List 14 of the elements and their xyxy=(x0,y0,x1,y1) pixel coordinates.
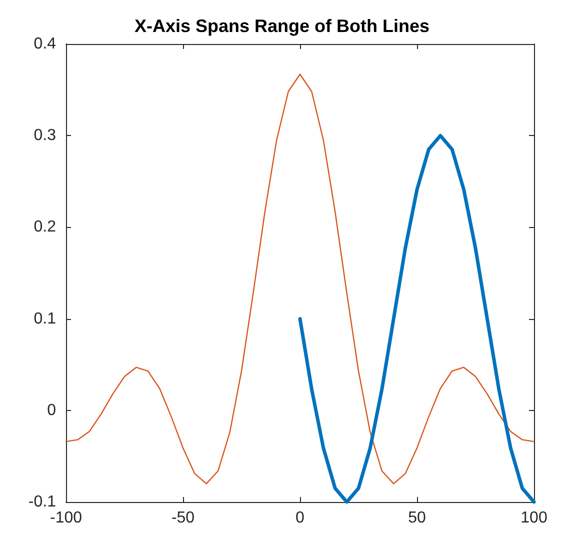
x-tick-label: 50 xyxy=(408,510,426,526)
y-tick-label: 0.4 xyxy=(34,36,56,52)
x-tick-label: -100 xyxy=(50,510,82,526)
y-tick-label: -0.1 xyxy=(28,494,56,510)
y-tick-label: 0.2 xyxy=(34,218,56,236)
y-tick-label: 0.3 xyxy=(34,127,56,144)
x-tick-label: 100 xyxy=(520,510,548,526)
y-tick-label: 0.1 xyxy=(34,310,56,328)
y-tick-label: 0 xyxy=(47,402,56,419)
x-tick-label: -50 xyxy=(171,510,195,526)
x-tick-label: 0 xyxy=(296,510,305,526)
chart-title: X-Axis Spans Range of Both Lines xyxy=(134,16,430,36)
line-series xyxy=(65,74,535,484)
line-series xyxy=(298,134,536,504)
